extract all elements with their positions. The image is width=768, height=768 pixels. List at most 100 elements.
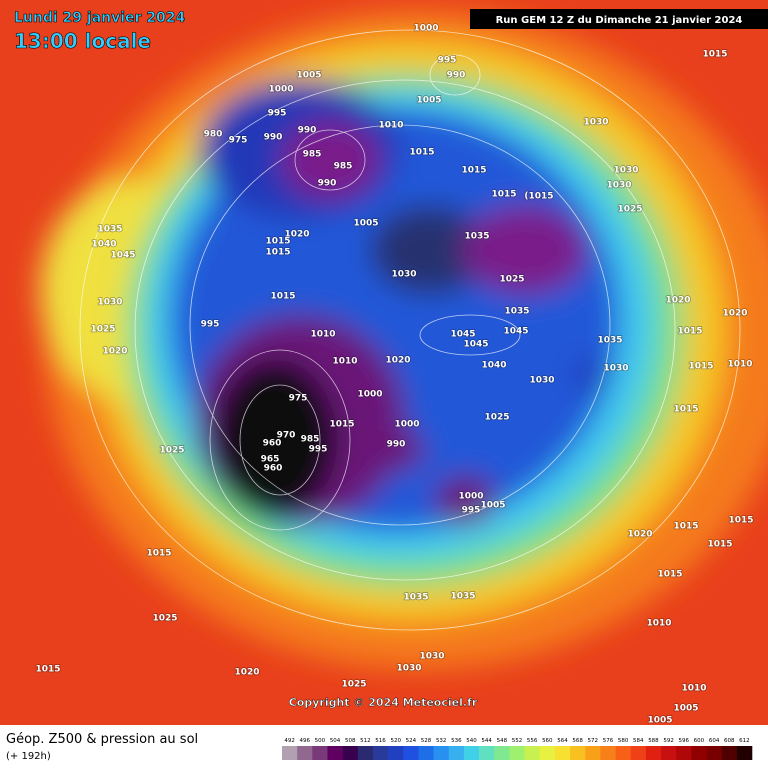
isobar-label: 980 <box>204 130 223 140</box>
run-info: Run GEM 12 Z du Dimanche 21 janvier 2024 <box>496 15 743 26</box>
isobar-label: 1035 <box>464 232 489 242</box>
isobar-label: 1025 <box>152 614 177 624</box>
colorbar-tick-label: 556 <box>527 738 538 744</box>
colorbar-tick-label: 604 <box>709 738 720 744</box>
colorbar-swatch <box>494 746 510 760</box>
colorbar-tick-label: 560 <box>542 738 553 744</box>
colorbar-tick-label: 520 <box>390 738 401 744</box>
isobar-label: 1010 <box>646 619 671 629</box>
isobar-label: 985 <box>303 150 322 160</box>
isobar-label: 1025 <box>499 275 524 285</box>
colorbar-swatch <box>585 746 601 760</box>
isobar-label: 1020 <box>722 309 747 319</box>
colorbar-tick-label: 496 <box>299 738 310 744</box>
colorbar-tick-label: 600 <box>694 738 705 744</box>
isobar-label: 1020 <box>102 347 127 357</box>
colorbar-swatch <box>676 746 692 760</box>
colorbar-swatch <box>554 746 571 760</box>
isobar-label: 995 <box>438 56 457 66</box>
isobar-label: 1015 <box>265 237 290 247</box>
isobar-label: 1000 <box>357 390 382 400</box>
colorbar-tick-label: 532 <box>436 738 447 744</box>
isobar-label: 1030 <box>606 181 631 191</box>
colorbar-swatch <box>736 746 753 760</box>
colorbar-tick-label: 500 <box>315 738 326 744</box>
isobar-label: 1030 <box>583 118 608 128</box>
isobar-label: 1015 <box>35 665 60 675</box>
copyright: Copyright © 2024 Meteociel.fr <box>289 696 478 709</box>
colorbar-swatch <box>539 746 556 760</box>
colorbar: 492 496 500 504 508 512 516 520 524 528 532 536 540 5… <box>282 738 753 760</box>
colorbar-swatch <box>357 746 374 760</box>
isobar-label: 1020 <box>234 668 259 678</box>
isobar-label: 965 <box>261 455 280 465</box>
legend-title: Géop. Z500 & pression au sol <box>6 732 198 747</box>
colorbar-swatch <box>282 746 298 760</box>
isobar-label: 1020 <box>627 530 652 540</box>
isobar-label: 975 <box>229 136 248 146</box>
isobar-label: 1030 <box>603 364 628 374</box>
isobar-label: 970 <box>277 431 296 441</box>
isobar-label: 1005 <box>673 704 698 714</box>
isobar-label: 1010 <box>727 360 752 370</box>
colorbar-tick-label: 528 <box>421 738 432 744</box>
isobar-label: 1015 <box>688 362 713 372</box>
isobar-label: 1045 <box>503 327 528 337</box>
isobar-label: 1015 <box>270 292 295 302</box>
isobar-label: 1000 <box>394 420 419 430</box>
colorbar-tick-label: 588 <box>648 738 659 744</box>
colorbar-tick-label: 552 <box>512 738 523 744</box>
colorbar-swatch <box>479 746 495 760</box>
colorbar-swatch <box>524 746 541 760</box>
isobar-label: 1015 <box>146 549 171 559</box>
isobar-label: 1005 <box>416 96 441 106</box>
isobar-label: 1035 <box>450 592 475 602</box>
colorbar-tick-label: 572 <box>588 738 599 744</box>
colorbar-swatch <box>388 746 404 760</box>
isobar-label: 995 <box>309 445 328 455</box>
isobar-label: 1030 <box>419 652 444 662</box>
isobar-label: 1015 <box>677 327 702 337</box>
colorbar-swatch <box>448 746 465 760</box>
isobar-label: 1015 <box>491 190 516 200</box>
isobar-label: 1035 <box>504 307 529 317</box>
isobar-label: 1015 <box>409 148 434 158</box>
colorbar-tick-label: 536 <box>451 738 462 744</box>
colorbar-tick-label: 492 <box>284 738 295 744</box>
isobar-label: 1035 <box>597 336 622 346</box>
isobar-label: 1025 <box>90 325 115 335</box>
colorbar-swatch <box>433 746 450 760</box>
colorbar-swatch <box>706 746 722 760</box>
isobar-label: 1000 <box>268 85 293 95</box>
colorbar-swatch <box>509 746 525 760</box>
colorbar-tick-label: 608 <box>724 738 735 744</box>
legend-subtitle: (+ 192h) <box>6 751 51 762</box>
isobar-label: 1005 <box>480 501 505 511</box>
isobar-label: 1010 <box>332 357 357 367</box>
colorbar-swatch <box>418 746 434 760</box>
isobar-label: 1030 <box>613 166 638 176</box>
colorbar-tick-label: 596 <box>679 738 690 744</box>
isobar-label: 1025 <box>484 413 509 423</box>
isobar-label: 1005 <box>647 716 672 726</box>
colorbar-swatch <box>645 746 662 760</box>
isobar-label: 960 <box>263 439 282 449</box>
isobar-label: 1015 <box>461 166 486 176</box>
isobar-label: (1015 <box>524 192 553 202</box>
time: 13:00 locale <box>14 29 151 53</box>
isobar-label: 1020 <box>385 356 410 366</box>
colorbar-tick-label: 548 <box>497 738 508 744</box>
isobar-label: 975 <box>289 394 308 404</box>
isobar-label: 1005 <box>353 219 378 229</box>
isobar-label: 990 <box>298 126 317 136</box>
isobar-label: 995 <box>462 506 481 516</box>
isobar-label: 1015 <box>702 50 727 60</box>
colorbar-tick-label: 592 <box>663 738 674 744</box>
isobar-label: 1035 <box>403 593 428 603</box>
isobar-label: 1030 <box>391 270 416 280</box>
colorbar-tick-label: 516 <box>375 738 386 744</box>
colorbar-tick-label: 584 <box>633 738 644 744</box>
isobar-label: 990 <box>447 71 466 81</box>
